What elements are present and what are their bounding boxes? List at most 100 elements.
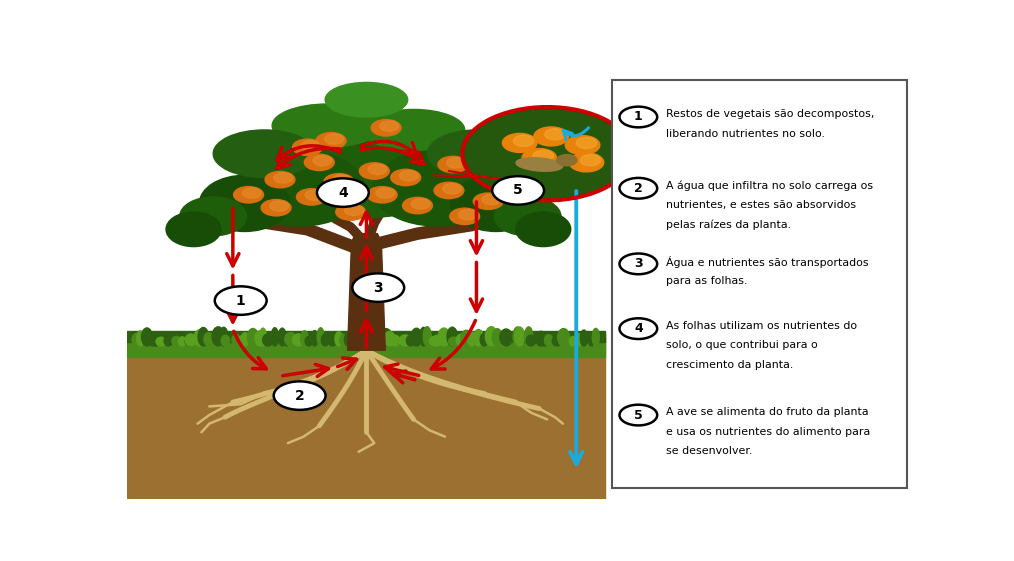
Text: Restos de vegetais são decompostos,: Restos de vegetais são decompostos, bbox=[666, 109, 874, 119]
Circle shape bbox=[620, 318, 657, 339]
Circle shape bbox=[345, 205, 363, 215]
Ellipse shape bbox=[241, 333, 249, 346]
Bar bbox=[127, 331, 604, 342]
Ellipse shape bbox=[220, 327, 228, 346]
Ellipse shape bbox=[474, 329, 484, 346]
Ellipse shape bbox=[501, 335, 509, 346]
Circle shape bbox=[569, 153, 603, 172]
Ellipse shape bbox=[427, 130, 525, 177]
Ellipse shape bbox=[301, 331, 308, 346]
Circle shape bbox=[336, 204, 366, 220]
Ellipse shape bbox=[363, 109, 464, 150]
Circle shape bbox=[545, 128, 565, 140]
Ellipse shape bbox=[166, 212, 221, 247]
Ellipse shape bbox=[311, 330, 318, 346]
Text: crescimento da planta.: crescimento da planta. bbox=[666, 360, 793, 370]
Ellipse shape bbox=[432, 335, 443, 346]
Ellipse shape bbox=[147, 337, 159, 346]
Ellipse shape bbox=[481, 333, 488, 346]
Ellipse shape bbox=[553, 336, 562, 346]
Bar bbox=[127, 67, 604, 346]
Circle shape bbox=[620, 404, 657, 425]
Circle shape bbox=[462, 107, 632, 200]
Ellipse shape bbox=[238, 336, 245, 346]
Ellipse shape bbox=[493, 329, 502, 346]
Ellipse shape bbox=[232, 334, 240, 346]
Circle shape bbox=[305, 190, 324, 200]
Circle shape bbox=[293, 139, 322, 155]
Ellipse shape bbox=[247, 329, 259, 346]
Ellipse shape bbox=[451, 175, 541, 232]
Ellipse shape bbox=[279, 328, 286, 346]
Circle shape bbox=[434, 182, 463, 199]
Circle shape bbox=[576, 137, 596, 149]
Ellipse shape bbox=[329, 337, 337, 346]
Ellipse shape bbox=[400, 335, 411, 346]
Ellipse shape bbox=[345, 333, 352, 346]
Circle shape bbox=[368, 164, 387, 174]
Ellipse shape bbox=[559, 337, 570, 346]
Ellipse shape bbox=[317, 328, 324, 346]
Circle shape bbox=[317, 178, 369, 207]
Ellipse shape bbox=[420, 327, 428, 346]
Ellipse shape bbox=[545, 334, 553, 346]
Ellipse shape bbox=[132, 333, 143, 346]
Ellipse shape bbox=[194, 330, 206, 346]
Ellipse shape bbox=[272, 104, 382, 147]
Circle shape bbox=[502, 134, 537, 153]
Circle shape bbox=[304, 154, 335, 171]
Ellipse shape bbox=[515, 327, 524, 346]
Circle shape bbox=[233, 187, 264, 203]
Text: 3: 3 bbox=[634, 257, 643, 270]
Text: pelas raízes da planta.: pelas raízes da planta. bbox=[666, 219, 791, 230]
Text: A água que infiltra no solo carrega os: A água que infiltra no solo carrega os bbox=[666, 181, 873, 191]
Circle shape bbox=[376, 188, 394, 198]
FancyBboxPatch shape bbox=[612, 80, 908, 489]
Ellipse shape bbox=[335, 332, 343, 346]
Text: solo, o que contribui para o: solo, o que contribui para o bbox=[666, 341, 817, 350]
Circle shape bbox=[522, 149, 557, 168]
Ellipse shape bbox=[361, 334, 370, 346]
Circle shape bbox=[371, 119, 401, 136]
Ellipse shape bbox=[325, 82, 408, 117]
Ellipse shape bbox=[212, 327, 224, 346]
Circle shape bbox=[367, 187, 397, 203]
Ellipse shape bbox=[272, 328, 278, 346]
Ellipse shape bbox=[516, 158, 563, 171]
Text: e usa os nutrientes do alimento para: e usa os nutrientes do alimento para bbox=[666, 427, 870, 436]
Text: A ave se alimenta do fruto da planta: A ave se alimenta do fruto da planta bbox=[666, 407, 868, 417]
Ellipse shape bbox=[172, 337, 180, 346]
Circle shape bbox=[352, 273, 405, 302]
Ellipse shape bbox=[355, 330, 362, 346]
Ellipse shape bbox=[200, 175, 290, 232]
Ellipse shape bbox=[367, 334, 375, 346]
Text: se desenvolver.: se desenvolver. bbox=[666, 446, 752, 456]
Ellipse shape bbox=[292, 334, 304, 346]
Ellipse shape bbox=[461, 330, 472, 346]
Circle shape bbox=[274, 173, 293, 183]
Ellipse shape bbox=[535, 332, 547, 346]
Ellipse shape bbox=[575, 334, 582, 346]
Ellipse shape bbox=[423, 327, 431, 346]
Circle shape bbox=[262, 200, 291, 216]
Ellipse shape bbox=[235, 150, 364, 226]
Circle shape bbox=[557, 155, 577, 166]
Circle shape bbox=[482, 194, 501, 205]
Ellipse shape bbox=[372, 150, 502, 226]
Circle shape bbox=[313, 155, 332, 166]
Circle shape bbox=[450, 208, 480, 224]
Ellipse shape bbox=[516, 212, 571, 247]
Circle shape bbox=[492, 176, 545, 205]
Ellipse shape bbox=[592, 328, 599, 346]
Circle shape bbox=[215, 286, 267, 315]
Circle shape bbox=[580, 155, 600, 166]
Circle shape bbox=[390, 169, 421, 186]
Ellipse shape bbox=[270, 129, 462, 218]
Bar bbox=[127, 337, 604, 499]
Text: 4: 4 bbox=[338, 186, 348, 200]
Ellipse shape bbox=[538, 336, 551, 346]
Ellipse shape bbox=[524, 327, 532, 346]
Circle shape bbox=[403, 197, 432, 214]
Ellipse shape bbox=[142, 328, 152, 346]
Ellipse shape bbox=[447, 327, 457, 346]
